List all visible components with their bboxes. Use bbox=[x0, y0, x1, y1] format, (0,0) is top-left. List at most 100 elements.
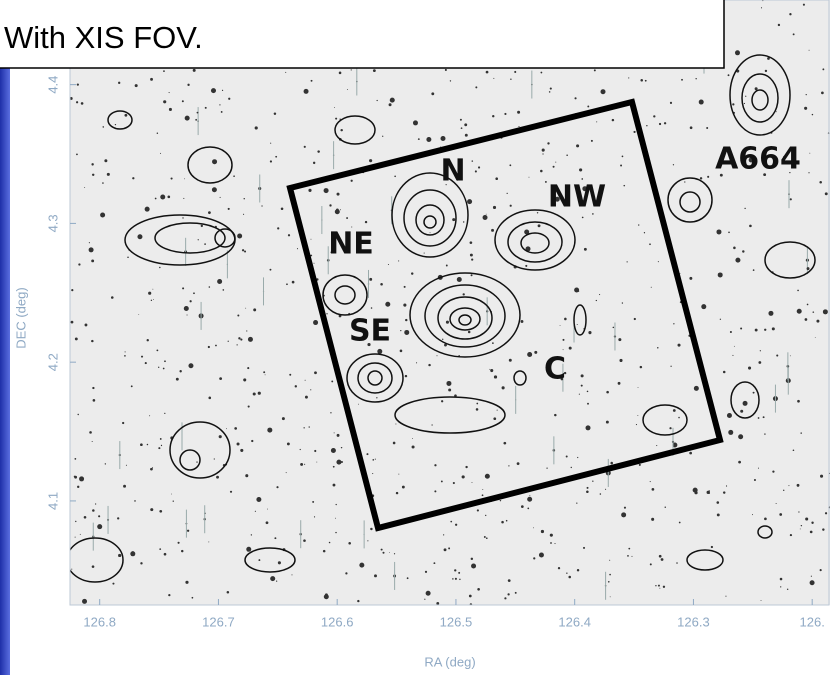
star bbox=[132, 177, 134, 179]
x-axis-label: RA (deg) bbox=[424, 654, 475, 669]
star bbox=[664, 122, 666, 124]
star bbox=[445, 69, 447, 71]
star bbox=[610, 596, 611, 597]
star bbox=[820, 475, 823, 478]
star bbox=[728, 74, 730, 76]
star bbox=[545, 181, 547, 183]
star bbox=[550, 542, 552, 544]
star bbox=[508, 465, 509, 466]
star bbox=[426, 137, 431, 142]
star bbox=[208, 541, 209, 542]
star bbox=[314, 263, 315, 264]
star bbox=[104, 159, 107, 162]
star bbox=[606, 421, 609, 424]
star bbox=[693, 488, 698, 493]
star bbox=[393, 442, 396, 445]
star bbox=[525, 265, 527, 267]
star bbox=[430, 232, 431, 233]
star bbox=[131, 385, 133, 387]
star bbox=[261, 205, 262, 206]
star bbox=[754, 479, 756, 481]
star bbox=[448, 388, 451, 391]
star bbox=[507, 193, 508, 194]
star bbox=[425, 571, 427, 573]
star bbox=[173, 500, 174, 501]
star bbox=[150, 468, 153, 471]
star bbox=[620, 165, 622, 167]
star bbox=[765, 70, 767, 72]
star bbox=[140, 443, 143, 446]
star bbox=[77, 486, 79, 488]
star bbox=[193, 292, 195, 294]
star bbox=[216, 476, 219, 479]
star bbox=[574, 97, 576, 99]
star bbox=[164, 553, 167, 556]
star bbox=[493, 78, 494, 79]
star bbox=[510, 79, 511, 80]
star bbox=[134, 500, 136, 502]
star bbox=[152, 289, 153, 290]
star bbox=[247, 367, 249, 369]
star bbox=[92, 174, 94, 176]
star bbox=[492, 342, 494, 344]
star bbox=[497, 410, 498, 411]
star bbox=[521, 505, 524, 508]
star bbox=[740, 327, 742, 329]
star bbox=[540, 72, 542, 74]
star bbox=[562, 339, 564, 341]
star bbox=[533, 557, 535, 559]
star bbox=[673, 409, 676, 412]
star bbox=[376, 100, 377, 101]
star bbox=[579, 394, 580, 395]
star bbox=[336, 460, 341, 465]
star bbox=[501, 521, 504, 524]
star bbox=[695, 78, 696, 79]
star bbox=[405, 319, 407, 321]
star bbox=[85, 324, 88, 327]
star bbox=[776, 354, 778, 356]
star bbox=[813, 311, 815, 313]
star bbox=[135, 84, 138, 87]
star bbox=[700, 177, 702, 179]
x-tick-label: 126. bbox=[800, 614, 825, 629]
star bbox=[502, 386, 505, 389]
star bbox=[240, 339, 242, 341]
star bbox=[375, 459, 376, 460]
y-tick-label: 4.2 bbox=[45, 353, 60, 371]
star bbox=[335, 118, 337, 120]
star bbox=[267, 428, 272, 433]
star bbox=[631, 556, 632, 557]
star bbox=[233, 175, 235, 177]
star bbox=[571, 467, 572, 468]
star bbox=[612, 119, 614, 121]
star bbox=[587, 106, 589, 108]
x-tick-label: 126.6 bbox=[321, 614, 354, 629]
star bbox=[125, 351, 126, 352]
star bbox=[163, 368, 165, 370]
star bbox=[486, 71, 489, 74]
star bbox=[568, 576, 571, 579]
star bbox=[82, 599, 87, 604]
star bbox=[800, 529, 801, 530]
star bbox=[673, 323, 674, 324]
star bbox=[407, 577, 409, 579]
star bbox=[251, 534, 252, 535]
star bbox=[809, 153, 810, 154]
star bbox=[371, 307, 373, 309]
star bbox=[591, 140, 593, 142]
star bbox=[587, 391, 589, 393]
star bbox=[587, 403, 589, 405]
star bbox=[374, 574, 377, 577]
star bbox=[650, 481, 651, 482]
star bbox=[351, 180, 353, 182]
star bbox=[581, 385, 583, 387]
star bbox=[329, 204, 331, 206]
star bbox=[507, 593, 509, 595]
star bbox=[124, 114, 127, 117]
annotation: SE bbox=[349, 314, 391, 349]
star bbox=[160, 195, 165, 200]
star bbox=[255, 126, 258, 129]
star bbox=[772, 327, 775, 330]
star bbox=[476, 403, 478, 405]
star bbox=[458, 572, 460, 574]
